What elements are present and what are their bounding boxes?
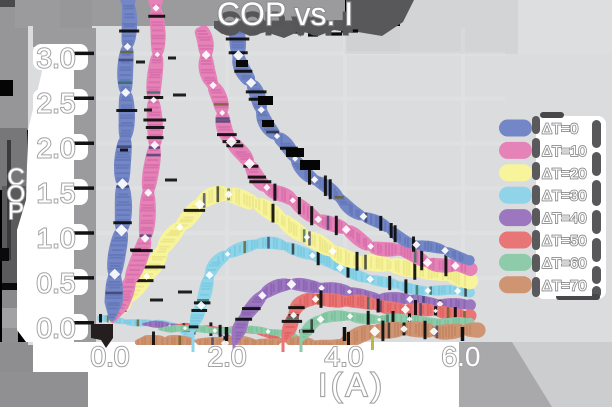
svg-text:I(A): I(A)	[318, 367, 386, 403]
svg-text:ΔT=10: ΔT=10	[542, 143, 587, 160]
svg-text:2.5: 2.5	[37, 88, 76, 119]
svg-text:ΔT=20: ΔT=20	[542, 165, 587, 182]
svg-text:O: O	[7, 181, 26, 208]
svg-text:1.5: 1.5	[37, 178, 76, 209]
svg-text:1.0: 1.0	[37, 223, 76, 254]
svg-text:ΔT=40: ΔT=40	[542, 210, 587, 227]
svg-text:ΔT=50: ΔT=50	[542, 233, 587, 250]
svg-text:P: P	[8, 198, 24, 225]
svg-text:6.0: 6.0	[442, 341, 481, 372]
svg-text:C: C	[7, 164, 24, 191]
svg-text:COP vs. I: COP vs. I	[217, 0, 353, 32]
svg-text:ΔT=0: ΔT=0	[542, 121, 578, 138]
svg-text:0.0: 0.0	[37, 313, 76, 344]
svg-text:2.0: 2.0	[37, 133, 76, 164]
svg-text:3.0: 3.0	[37, 43, 76, 74]
svg-text:0.0: 0.0	[91, 341, 130, 372]
svg-text:0.5: 0.5	[37, 268, 76, 299]
svg-text:2.0: 2.0	[208, 341, 247, 372]
svg-text:ΔT=70: ΔT=70	[542, 277, 587, 294]
svg-text:COP vs. I: COP vs. I	[218, 6, 350, 41]
svg-text:ΔT=60: ΔT=60	[542, 255, 587, 272]
svg-text:4.0: 4.0	[325, 341, 364, 372]
svg-text:ΔT=30: ΔT=30	[542, 188, 587, 205]
